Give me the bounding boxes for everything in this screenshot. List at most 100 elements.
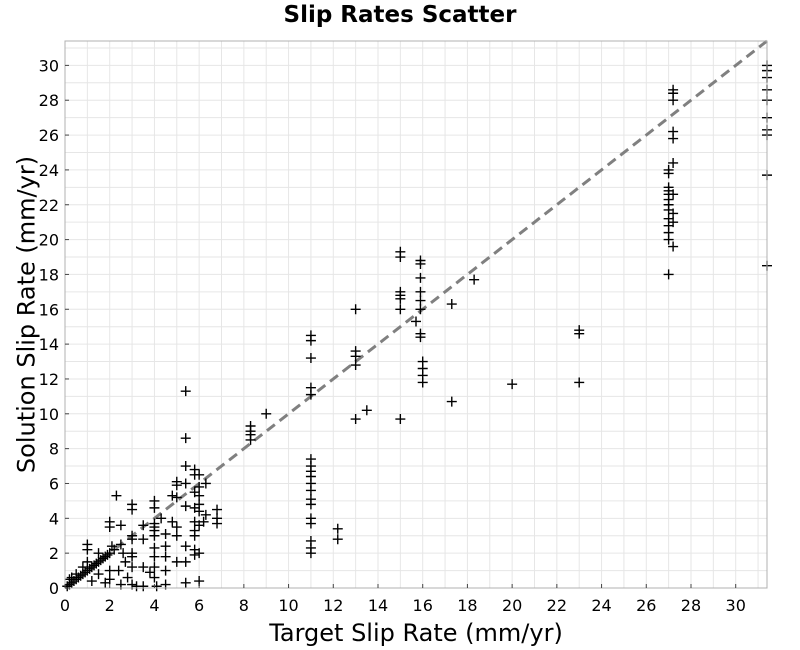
data-point [332,523,343,534]
data-point [180,556,191,567]
data-point [115,539,126,550]
data-point [446,396,457,407]
data-point [305,389,316,400]
y-tick-label: 2 [49,544,59,563]
data-point [180,478,191,489]
x-tick-label: 0 [60,596,70,615]
data-point [415,258,426,269]
data-point [350,414,361,425]
data-point [194,506,205,517]
x-tick-label: 10 [278,596,298,615]
data-point [668,241,679,252]
data-point [180,386,191,397]
data-point [395,414,406,425]
y-tick-label: 18 [39,265,59,284]
data-point [305,518,316,529]
data-point [118,548,129,559]
data-point [127,562,138,573]
data-point [415,295,426,306]
data-point [305,548,316,559]
data-point [668,208,679,219]
data-point [415,304,426,315]
data-point [361,405,372,416]
data-point [111,490,122,501]
y-tick-label: 22 [39,196,59,215]
data-point [109,544,120,555]
data-point [104,574,115,585]
x-tick-label: 28 [681,596,701,615]
data-point [189,549,200,560]
data-point [668,217,679,228]
data-point [212,504,223,515]
data-point [149,502,160,513]
y-tick-label: 14 [39,335,59,354]
data-point [160,528,171,539]
data-point [122,572,133,583]
data-point [395,252,406,263]
y-tick-label: 20 [39,231,59,250]
data-point [305,485,316,496]
data-point [507,379,518,390]
data-point [332,534,343,545]
data-point [180,501,191,512]
y-tick-label: 8 [49,440,59,459]
x-tick-label: 30 [726,596,746,615]
data-point [663,168,674,179]
data-point [212,518,223,529]
data-point [194,548,205,559]
data-point [171,522,182,533]
data-point [138,534,149,545]
data-point [171,556,182,567]
data-point [93,569,104,580]
data-point [167,490,178,501]
data-point [663,234,674,245]
y-tick-label: 30 [39,56,59,75]
data-point [663,269,674,280]
data-point [149,542,160,553]
data-point [189,530,200,541]
data-point [469,274,480,285]
data-point [115,520,126,531]
x-axis-label: Target Slip Rate (mm/yr) [268,619,563,647]
data-point [261,408,272,419]
x-tick-label: 12 [323,596,343,615]
data-point [198,516,209,527]
x-tick-label: 14 [368,596,388,615]
data-point [194,490,205,501]
data-point [574,377,585,388]
data-point [305,335,316,346]
data-point [138,562,149,573]
data-point [668,157,679,168]
data-point [160,551,171,562]
y-axis-label: Solution Slip Rate (mm/yr) [12,156,40,473]
plot-area-frame [64,40,768,589]
y-tick-label: 12 [39,370,59,389]
data-point [668,133,679,144]
data-point [574,328,585,339]
data-points [62,60,772,592]
data-point [194,469,205,480]
x-tick-label: 24 [591,596,611,615]
data-point [149,551,160,562]
data-point [104,516,115,527]
data-point [149,562,160,573]
y-tick-label: 16 [39,300,59,319]
data-point [151,581,162,592]
x-tick-label: 6 [194,596,204,615]
data-point [138,581,149,592]
data-point [102,549,113,560]
y-tick-label: 28 [39,91,59,110]
x-tick-label: 20 [502,596,522,615]
x-tick-label: 16 [413,596,433,615]
data-point [127,504,138,515]
y-tick-label: 6 [49,474,59,493]
data-point [245,434,256,445]
data-point [200,509,211,520]
data-point [350,351,361,362]
data-point [200,478,211,489]
y-tick-label: 0 [49,579,59,598]
x-tick-label: 2 [105,596,115,615]
data-point [82,556,93,567]
data-point [113,565,124,576]
